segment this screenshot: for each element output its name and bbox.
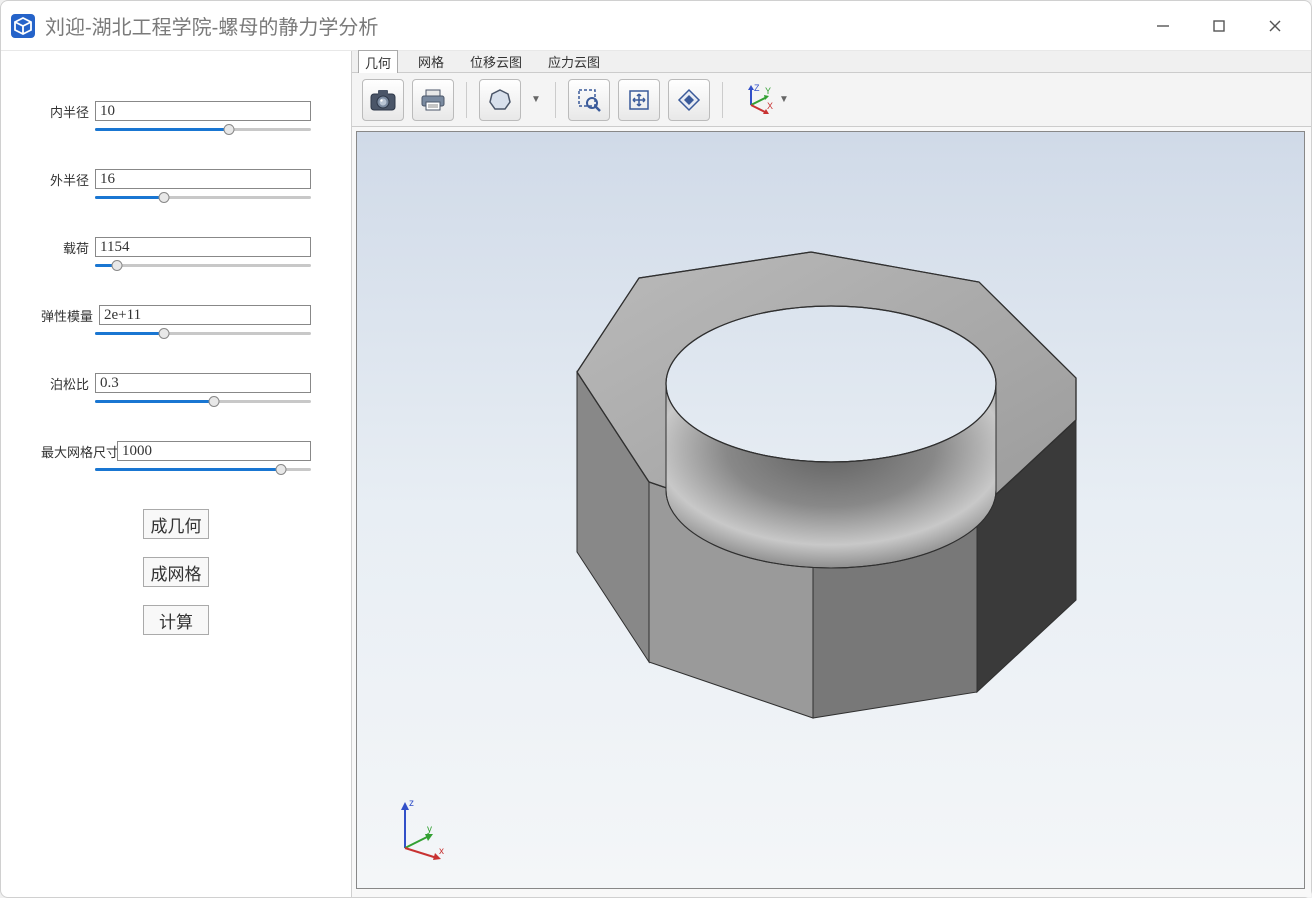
window-title: 刘迎-湖北工程学院-螺母的静力学分析 [45,11,1135,40]
diamond-view-button[interactable] [668,79,710,121]
main-area: 几何网格位移云图应力云图 [351,51,1311,897]
toolbar-separator [722,82,723,118]
tab[interactable]: 位移云图 [464,50,528,73]
param-input[interactable] [95,101,311,121]
toolbar: ▼ [352,73,1311,127]
tab[interactable]: 几何 [358,50,398,74]
axis-dropdown[interactable]: ▼ [777,79,791,121]
app-icon [9,12,37,40]
param-slider[interactable] [95,327,311,341]
screenshot-button[interactable] [362,79,404,121]
param-input[interactable] [99,305,311,325]
app-window: 刘迎-湖北工程学院-螺母的静力学分析 内半径 外半径 [0,0,1312,898]
titlebar: 刘迎-湖北工程学院-螺母的静力学分析 [1,1,1311,51]
print-button[interactable] [412,79,454,121]
param-group: 弹性模量 [41,305,311,341]
svg-text:Y: Y [765,86,771,96]
toolbar-separator [466,82,467,118]
shape-button[interactable] [479,79,521,121]
param-input[interactable] [95,169,311,189]
viewport-3d[interactable]: z y x [356,131,1305,889]
compute-button[interactable]: 计算 [143,605,209,635]
fit-view-button[interactable] [618,79,660,121]
shape-dropdown[interactable]: ▼ [529,79,543,121]
generate-mesh-button[interactable]: 成网格 [143,557,209,587]
toolbar-separator [555,82,556,118]
param-slider[interactable] [95,395,311,409]
param-input[interactable] [95,373,311,393]
param-group: 最大网格尺寸 [41,441,311,477]
action-buttons: 成几何 成网格 计算 [41,509,311,635]
nut-model [511,230,1151,790]
param-group: 内半径 [41,101,311,137]
svg-text:Z: Z [754,83,760,93]
param-label: 外半径 [41,170,89,189]
sidebar: 内半径 外半径 载荷 弹性模量 [1,51,351,897]
tab-bar: 几何网格位移云图应力云图 [352,51,1311,73]
param-input[interactable] [117,441,311,461]
svg-text:X: X [767,101,773,111]
axis-indicator: z y x [387,796,457,866]
close-button[interactable] [1247,6,1303,46]
content: 内半径 外半径 载荷 弹性模量 [1,51,1311,897]
param-label: 载荷 [41,238,89,257]
param-slider[interactable] [95,191,311,205]
param-input[interactable] [95,237,311,257]
param-label: 内半径 [41,102,89,121]
axis-orientation-button[interactable]: Z Y X [735,79,777,121]
window-controls [1135,6,1303,46]
param-label: 泊松比 [41,374,89,393]
param-label: 最大网格尺寸 [41,442,111,461]
svg-text:x: x [439,846,444,857]
svg-text:y: y [427,824,432,835]
tab[interactable]: 应力云图 [542,50,606,73]
param-group: 泊松比 [41,373,311,409]
maximize-button[interactable] [1191,6,1247,46]
param-slider[interactable] [95,123,311,137]
param-group: 外半径 [41,169,311,205]
minimize-button[interactable] [1135,6,1191,46]
param-slider[interactable] [95,259,311,273]
param-label: 弹性模量 [41,306,93,325]
svg-text:z: z [409,798,414,809]
tab[interactable]: 网格 [412,50,450,73]
param-slider[interactable] [95,463,311,477]
param-group: 载荷 [41,237,311,273]
zoom-select-button[interactable] [568,79,610,121]
generate-geometry-button[interactable]: 成几何 [143,509,209,539]
